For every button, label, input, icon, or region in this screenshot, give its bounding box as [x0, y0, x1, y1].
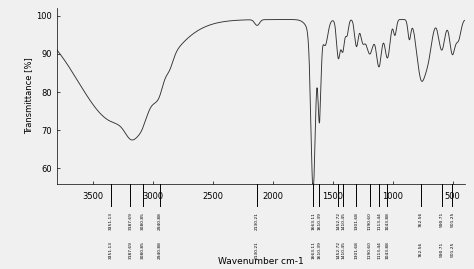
Text: 2500: 2500 [202, 192, 223, 201]
Text: 3500: 3500 [82, 192, 103, 201]
Text: 1452.72: 1452.72 [337, 212, 340, 230]
Text: 1113.44: 1113.44 [377, 241, 381, 259]
Text: 762.56: 762.56 [419, 212, 423, 227]
Text: 1043.88: 1043.88 [385, 212, 390, 229]
Text: 2000: 2000 [262, 192, 283, 201]
Text: 590.71: 590.71 [440, 212, 444, 227]
Text: 1452.72: 1452.72 [337, 241, 340, 259]
Text: 3080.85: 3080.85 [141, 241, 145, 259]
Text: 1301.68: 1301.68 [355, 241, 358, 259]
Text: 1410.45: 1410.45 [341, 212, 346, 230]
Text: 1500: 1500 [322, 192, 343, 201]
Text: 1410.45: 1410.45 [341, 241, 346, 259]
Text: 1190.60: 1190.60 [368, 241, 372, 259]
Text: 501.25: 501.25 [450, 212, 455, 227]
Text: 1610.39: 1610.39 [318, 212, 321, 229]
Text: 3080.85: 3080.85 [141, 212, 145, 230]
Text: 1190.60: 1190.60 [368, 212, 372, 229]
Text: 3351.13: 3351.13 [109, 212, 113, 230]
Text: 2130.21: 2130.21 [255, 212, 259, 229]
Y-axis label: Transmittance [%]: Transmittance [%] [25, 58, 34, 134]
Text: 762.56: 762.56 [419, 241, 423, 257]
Text: 1113.44: 1113.44 [377, 212, 381, 229]
Text: 2940.88: 2940.88 [158, 212, 162, 229]
Text: 3187.69: 3187.69 [128, 212, 132, 229]
Text: 1663.11: 1663.11 [311, 212, 315, 229]
Text: 2940.88: 2940.88 [158, 241, 162, 259]
Text: 501.25: 501.25 [450, 241, 455, 257]
Text: 590.71: 590.71 [440, 241, 444, 257]
Text: 1610.39: 1610.39 [318, 241, 321, 259]
Text: 1301.68: 1301.68 [355, 212, 358, 229]
Text: 500: 500 [445, 192, 460, 201]
Text: 2130.21: 2130.21 [255, 241, 259, 259]
Text: 3351.13: 3351.13 [109, 241, 113, 259]
Text: 1000: 1000 [382, 192, 403, 201]
Text: Wavenumber cm-1: Wavenumber cm-1 [218, 257, 303, 266]
Text: 1043.88: 1043.88 [385, 241, 390, 259]
Text: 1663.11: 1663.11 [311, 241, 315, 259]
Text: 3000: 3000 [142, 192, 164, 201]
Text: 3187.69: 3187.69 [128, 241, 132, 259]
